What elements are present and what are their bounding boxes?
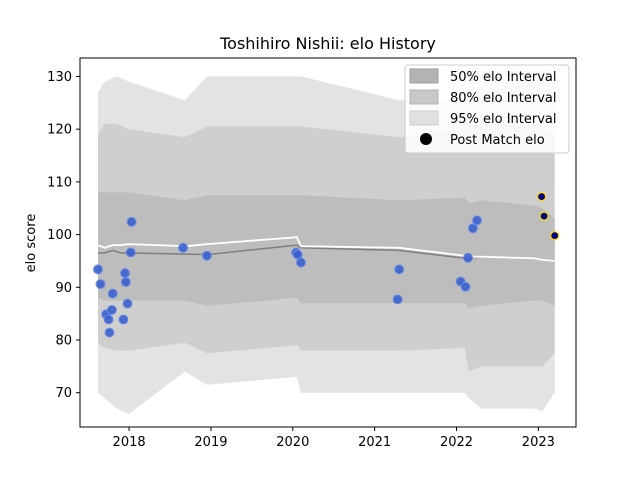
y-tick-label: 120 — [47, 123, 72, 138]
match-point — [392, 294, 403, 305]
legend: 50% elo Interval 80% elo Interval 95% el… — [404, 64, 570, 154]
recent-match-point — [536, 192, 547, 202]
match-point — [120, 277, 131, 287]
match-point — [104, 327, 115, 338]
elo-points — [93, 192, 560, 338]
x-tick-label: 2021 — [358, 435, 391, 450]
y-tick-label: 110 — [47, 175, 72, 190]
y-tick-label: 70 — [55, 386, 72, 401]
match-point — [463, 252, 473, 263]
x-tick-label: 2023 — [522, 435, 555, 450]
plot-frame — [79, 57, 577, 428]
match-point — [201, 250, 212, 261]
match-point — [106, 305, 117, 315]
legend-box — [404, 64, 570, 154]
x-tick-label: 2019 — [194, 435, 227, 450]
legend-label-post-match: Post Match elo — [450, 133, 545, 148]
match-point — [178, 242, 189, 253]
legend-label-95: 95% elo Interval — [450, 112, 557, 127]
x-tick-label: 2018 — [113, 435, 146, 450]
match-point — [93, 264, 103, 275]
recent-match-point — [550, 231, 560, 241]
match-point — [394, 264, 405, 275]
y-axis-label: elo score — [24, 214, 39, 273]
y-tick-label: 100 — [47, 228, 72, 243]
match-point — [460, 281, 471, 292]
elo-lines — [97, 236, 555, 262]
match-point — [95, 279, 106, 290]
plot-area — [93, 71, 560, 414]
match-point — [120, 268, 130, 279]
legend-swatch-50 — [409, 68, 439, 84]
legend-label-50: 50% elo Interval — [450, 70, 557, 85]
match-point — [125, 247, 136, 258]
interval-bands — [98, 71, 555, 414]
x-tick-label: 2020 — [276, 435, 309, 450]
legend-marker-post-match — [420, 133, 432, 145]
x-tick-label: 2022 — [440, 435, 473, 450]
recent-match-point — [539, 211, 549, 221]
y-tick-label: 130 — [47, 70, 72, 85]
chart-title: Toshihiro Nishii: elo History — [219, 34, 436, 53]
y-tick-label: 90 — [55, 281, 72, 296]
y-tick-label: 80 — [55, 334, 72, 349]
mean-elo-line — [97, 236, 555, 262]
match-point — [126, 216, 137, 227]
band-50 — [98, 192, 555, 309]
legend-swatch-80 — [409, 89, 439, 105]
legend-swatch-95 — [409, 110, 439, 126]
match-point — [467, 223, 478, 234]
match-point — [296, 257, 306, 268]
match-point — [122, 298, 133, 309]
x-axis: 2018 2019 2020 2021 2022 2023 — [113, 427, 555, 450]
y-axis: 70 80 90 100 110 120 130 — [47, 70, 80, 401]
match-point — [103, 314, 114, 325]
match-point — [118, 314, 129, 325]
match-point — [472, 215, 482, 226]
legend-label-80: 80% elo Interval — [450, 91, 557, 106]
match-point — [107, 288, 118, 299]
